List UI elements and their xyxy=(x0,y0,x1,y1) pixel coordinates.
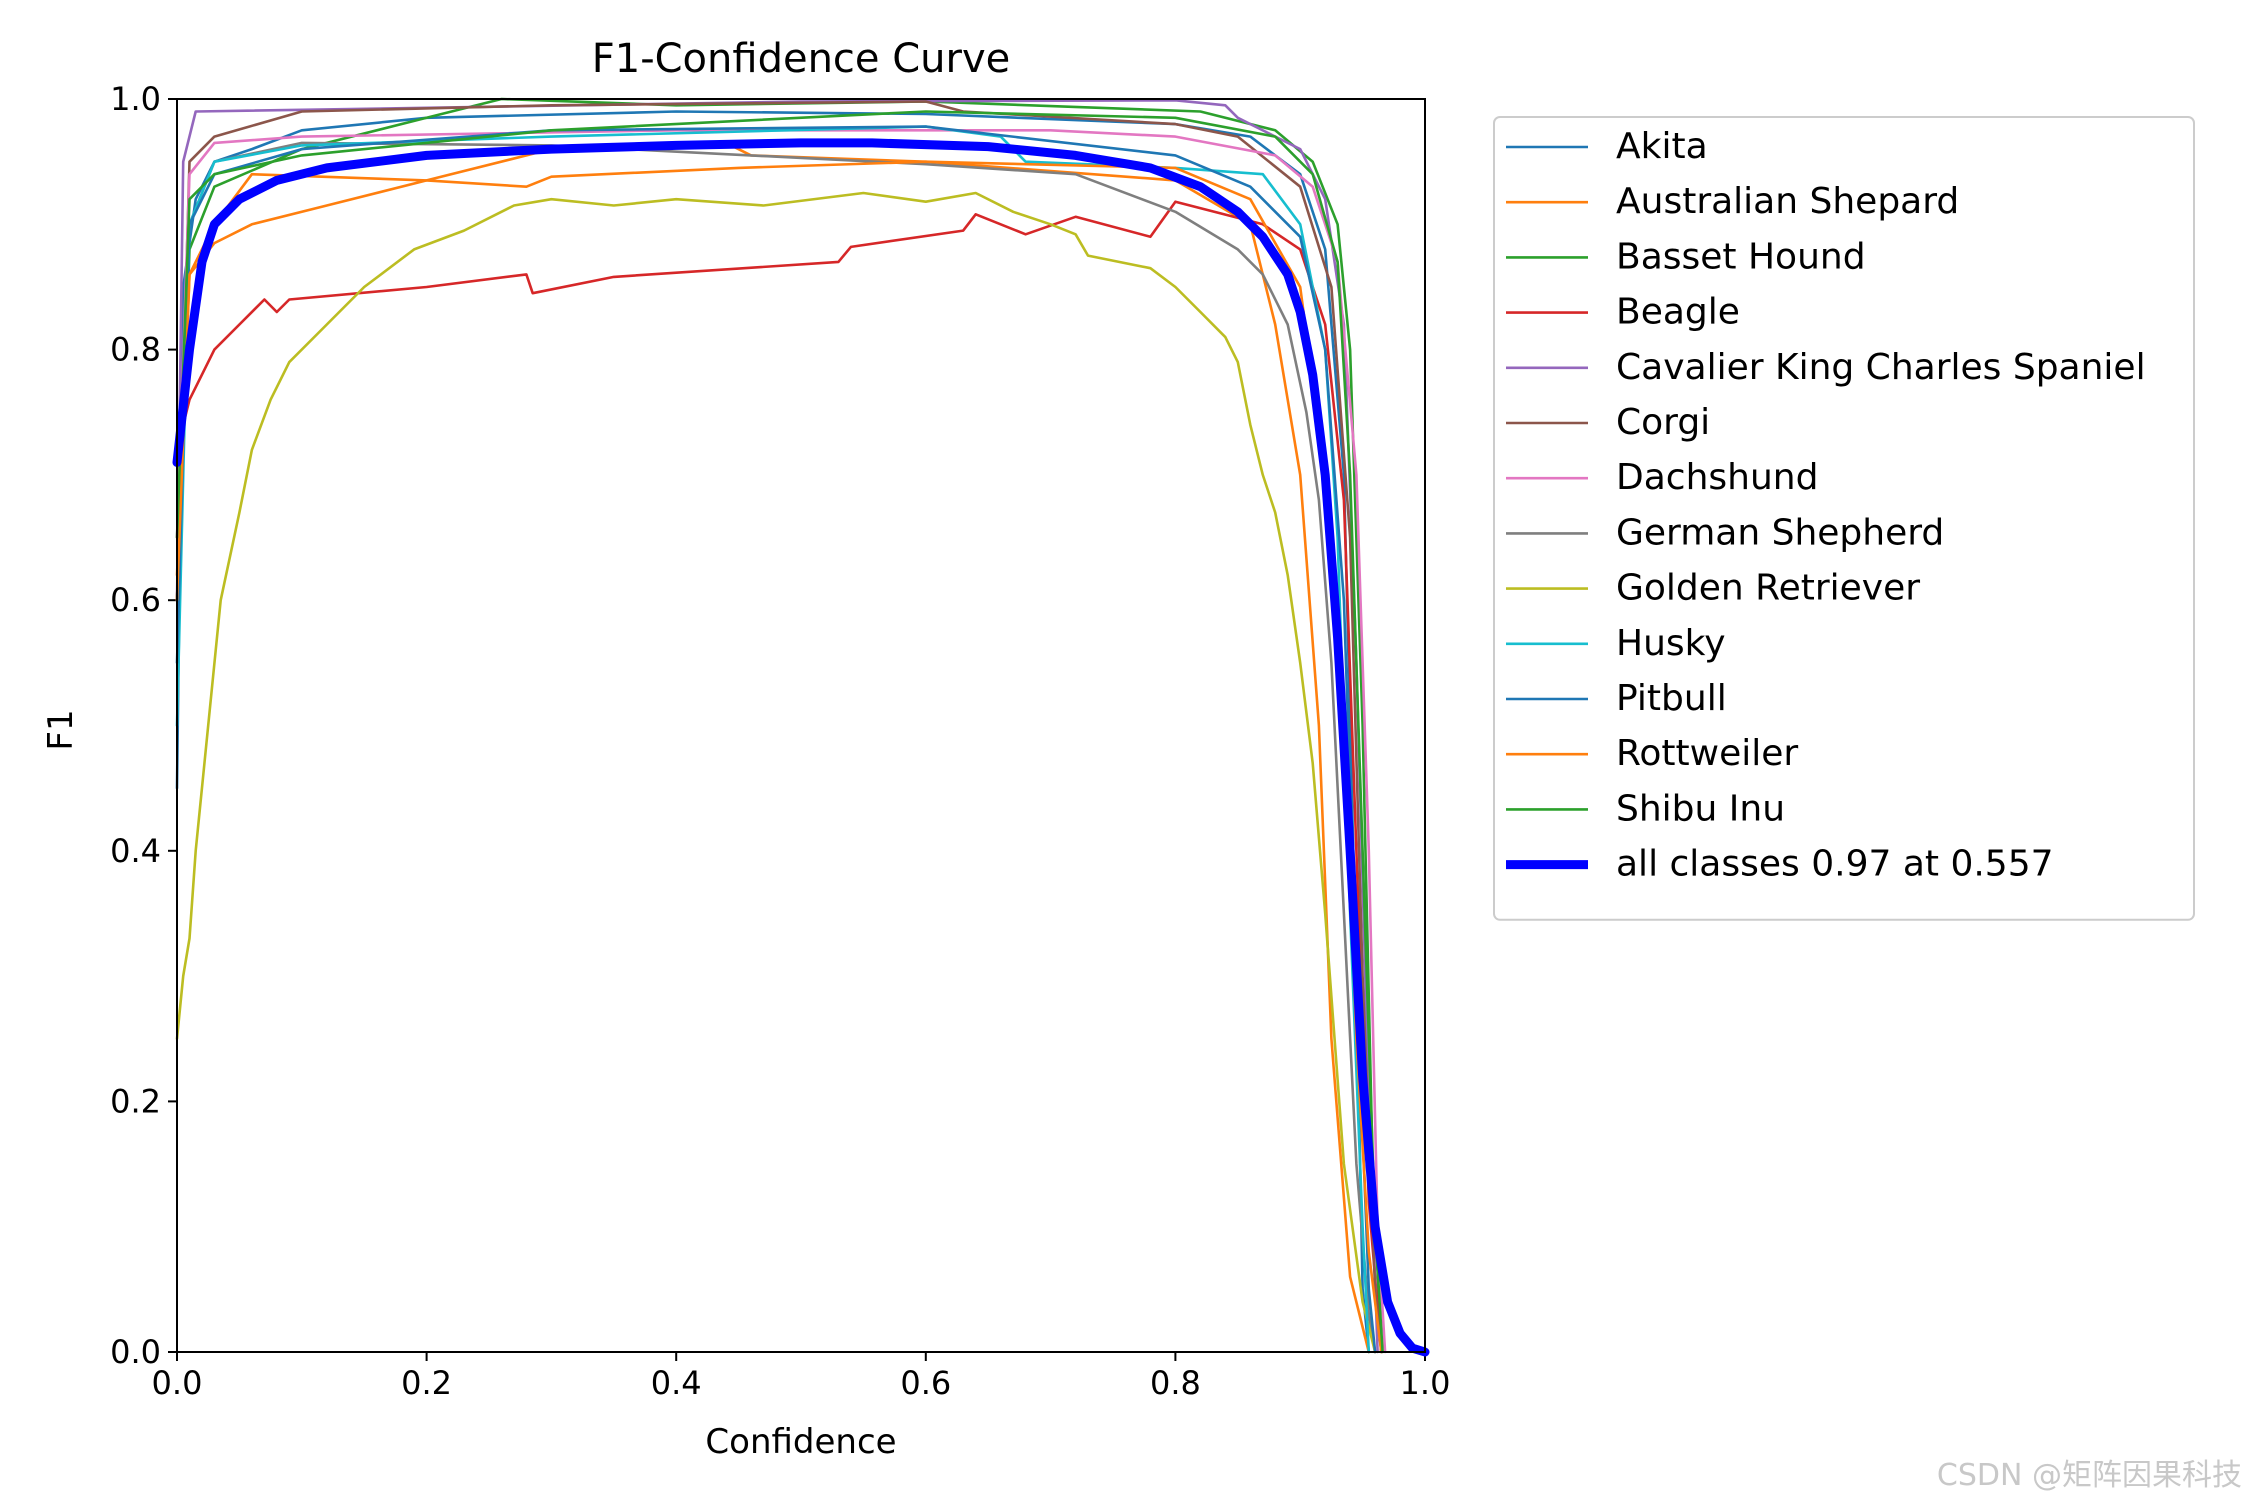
legend-label-7: German Shepherd xyxy=(1616,512,1944,553)
series-line-2 xyxy=(175,97,1383,1354)
series-line-5 xyxy=(175,100,1383,1354)
series-line-3 xyxy=(175,200,1383,1354)
series-line-8 xyxy=(175,191,1377,1354)
legend-label-1: Australian Shepard xyxy=(1616,181,1959,222)
legend-label-12: Shibu Inu xyxy=(1616,788,1785,829)
x-tick-label: 0.8 xyxy=(1150,1364,1201,1402)
legend-label-8: Golden Retriever xyxy=(1616,568,1920,609)
chart-title: F1-Confidence Curve xyxy=(592,36,1011,82)
x-tick-label: 0.4 xyxy=(651,1364,702,1402)
legend-label-0: Akita xyxy=(1616,126,1708,167)
legend-label-13: all classes 0.97 at 0.557 xyxy=(1616,844,2054,885)
series-line-13 xyxy=(172,138,1430,1357)
legend-label-5: Corgi xyxy=(1616,402,1710,443)
x-tick-label: 0.6 xyxy=(900,1364,951,1402)
y-axis-label: F1 xyxy=(41,709,81,750)
plot-frame xyxy=(176,98,1426,1353)
legend-label-4: Cavalier King Charles Spaniel xyxy=(1616,347,2146,388)
series-line-10 xyxy=(175,125,1377,1354)
y-tick-label: 0.0 xyxy=(110,1333,161,1371)
legend-label-2: Basset Hound xyxy=(1616,236,1866,277)
series-line-9 xyxy=(175,125,1371,1354)
legend-label-11: Rottweiler xyxy=(1616,733,1798,774)
series-line-11 xyxy=(175,160,1383,1354)
x-tick-label: 0.2 xyxy=(401,1364,452,1402)
y-tick-label: 0.6 xyxy=(110,581,161,619)
y-tick-label: 1.0 xyxy=(110,80,161,118)
series-line-6 xyxy=(175,129,1387,1354)
y-tick-label: 0.8 xyxy=(110,331,161,369)
legend-label-10: Pitbull xyxy=(1616,678,1727,719)
y-tick-label: 0.2 xyxy=(110,1082,161,1120)
legend-label-6: Dachshund xyxy=(1616,457,1818,498)
series-line-4 xyxy=(175,99,1379,1354)
series-line-1 xyxy=(175,141,1371,1354)
plot-area xyxy=(172,97,1430,1357)
legend-label-9: Husky xyxy=(1616,623,1726,664)
watermark: CSDN @矩阵因果科技 xyxy=(1936,1458,2242,1493)
x-tick-label: 1.0 xyxy=(1400,1364,1451,1402)
x-tick-label: 0.0 xyxy=(152,1364,203,1402)
series-line-7 xyxy=(175,141,1377,1354)
x-axis-label: Confidence xyxy=(705,1422,896,1462)
legend-box xyxy=(1493,116,2195,921)
axis-ticks: 0.0 0.2 0.4 0.6 0.8 1.0 0.0 0.2 0.4 0.6 0.8 1.0 xyxy=(110,80,1450,1402)
series-line-0 xyxy=(175,110,1371,1354)
y-tick-label: 0.4 xyxy=(110,832,161,870)
legend-label-3: Beagle xyxy=(1616,292,1740,333)
series-line-12 xyxy=(175,110,1384,1354)
legend: Akita Australian Shepard Basset Hound Beagl… xyxy=(1493,116,2195,921)
